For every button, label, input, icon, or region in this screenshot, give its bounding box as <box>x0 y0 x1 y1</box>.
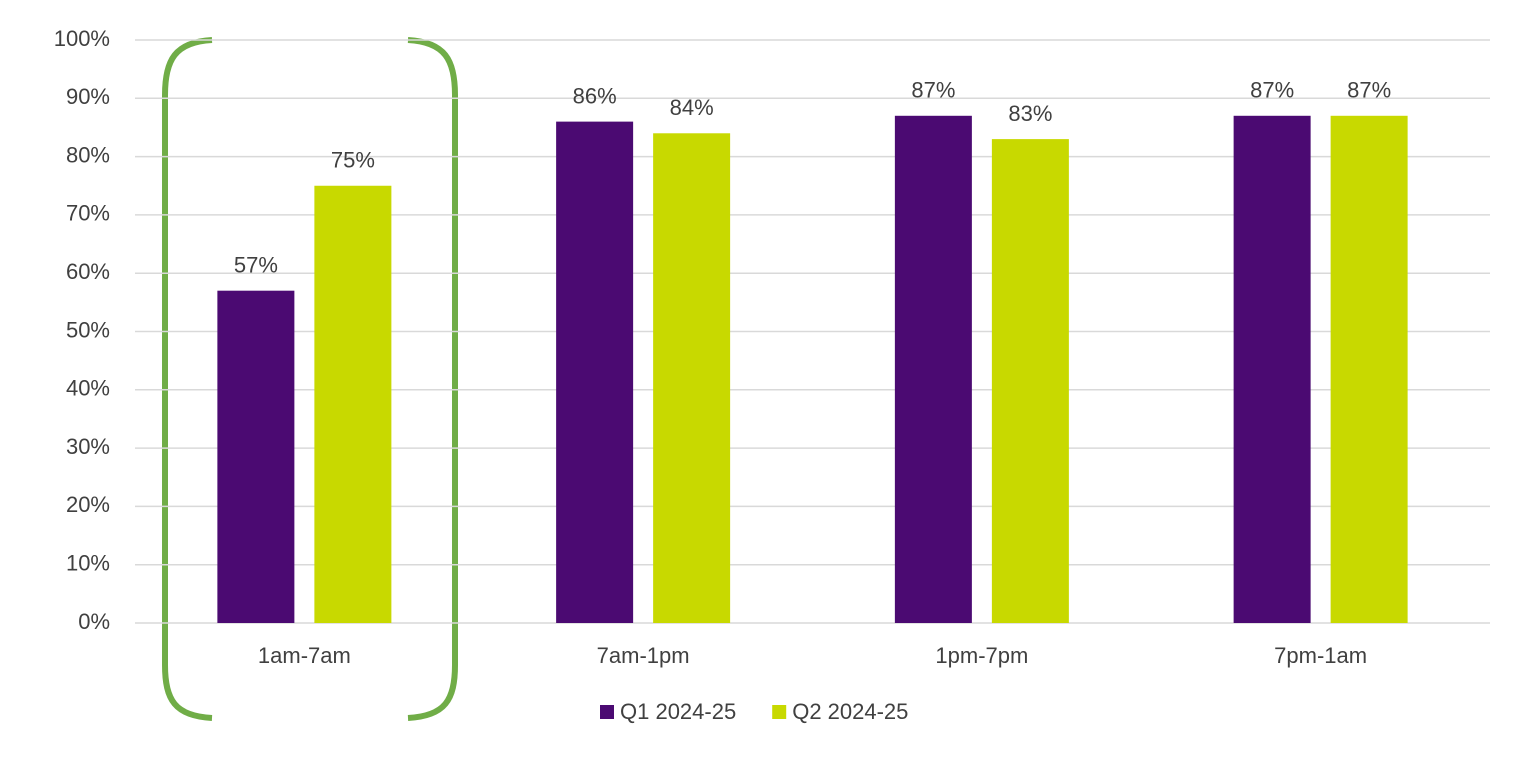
legend-label: Q2 2024-25 <box>792 699 908 724</box>
value-label: 86% <box>573 83 617 108</box>
bar <box>894 115 972 623</box>
legend-swatch <box>600 705 614 719</box>
value-label: 57% <box>234 253 278 278</box>
y-tick-label: 20% <box>66 492 110 517</box>
y-tick-label: 80% <box>66 142 110 167</box>
highlight-bracket-left <box>162 37 213 721</box>
bar <box>1330 115 1408 623</box>
value-label: 87% <box>1347 78 1391 103</box>
value-label: 83% <box>1008 101 1052 126</box>
bar <box>653 133 731 623</box>
bar <box>217 290 295 623</box>
value-label: 87% <box>911 78 955 103</box>
value-label: 75% <box>331 148 375 173</box>
y-tick-label: 30% <box>66 434 110 459</box>
y-tick-label: 50% <box>66 317 110 342</box>
x-tick-label: 7am-1pm <box>597 643 690 668</box>
bar <box>556 121 634 624</box>
bar <box>314 185 392 623</box>
value-label: 87% <box>1250 78 1294 103</box>
legend-swatch <box>772 705 787 719</box>
bar <box>991 139 1069 624</box>
value-label: 84% <box>670 95 714 120</box>
legend-label: Q1 2024-25 <box>620 699 736 724</box>
y-tick-label: 60% <box>66 259 110 284</box>
highlight-bracket-right <box>407 37 458 721</box>
y-tick-label: 70% <box>66 201 110 226</box>
y-tick-label: 100% <box>54 26 110 51</box>
y-tick-label: 40% <box>66 376 110 401</box>
y-tick-label: 0% <box>78 609 110 634</box>
bar <box>1233 115 1311 623</box>
x-tick-label: 1pm-7pm <box>935 643 1028 668</box>
y-tick-label: 90% <box>66 84 110 109</box>
x-tick-label: 1am-7am <box>258 643 351 668</box>
y-tick-label: 10% <box>66 551 110 576</box>
x-tick-label: 7pm-1am <box>1274 643 1367 668</box>
